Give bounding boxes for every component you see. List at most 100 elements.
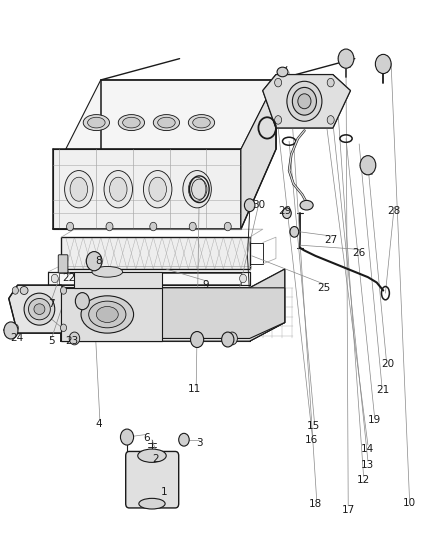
Ellipse shape (153, 115, 180, 131)
Polygon shape (61, 237, 250, 269)
Circle shape (60, 324, 67, 332)
Circle shape (4, 322, 18, 339)
Ellipse shape (92, 266, 123, 277)
Text: 26: 26 (353, 248, 366, 258)
Text: 1: 1 (161, 488, 168, 497)
Circle shape (67, 222, 74, 231)
Ellipse shape (88, 117, 105, 128)
Circle shape (240, 274, 247, 282)
Circle shape (290, 227, 299, 237)
Polygon shape (241, 80, 276, 229)
Text: 17: 17 (342, 505, 355, 514)
Circle shape (179, 433, 189, 446)
Text: 20: 20 (381, 359, 394, 368)
Circle shape (12, 324, 18, 332)
FancyBboxPatch shape (58, 255, 68, 273)
Ellipse shape (149, 177, 166, 201)
Ellipse shape (183, 171, 212, 208)
Polygon shape (162, 288, 285, 338)
Text: 3: 3 (196, 439, 203, 448)
Text: 24: 24 (10, 334, 23, 343)
Ellipse shape (193, 117, 210, 128)
Text: 19: 19 (368, 415, 381, 425)
Polygon shape (61, 288, 162, 341)
Polygon shape (61, 288, 250, 341)
Circle shape (227, 332, 237, 345)
Ellipse shape (20, 286, 28, 294)
Text: 23: 23 (66, 336, 79, 346)
Text: 16: 16 (304, 435, 318, 445)
Text: 21: 21 (377, 385, 390, 395)
Polygon shape (48, 272, 250, 285)
Ellipse shape (118, 115, 145, 131)
Text: 10: 10 (403, 498, 416, 508)
Text: 6: 6 (143, 433, 150, 443)
Circle shape (51, 274, 58, 282)
Text: 29: 29 (278, 206, 291, 215)
Text: 5: 5 (48, 336, 55, 346)
Circle shape (106, 222, 113, 231)
Circle shape (338, 49, 354, 68)
Circle shape (360, 156, 376, 175)
Ellipse shape (70, 177, 88, 201)
Ellipse shape (158, 117, 175, 128)
Ellipse shape (88, 301, 126, 328)
Text: 28: 28 (388, 206, 401, 215)
Text: 2: 2 (152, 455, 159, 464)
Circle shape (75, 293, 89, 310)
Ellipse shape (139, 498, 165, 509)
Polygon shape (9, 285, 70, 333)
Text: 27: 27 (324, 235, 337, 245)
Text: 8: 8 (95, 256, 102, 266)
Circle shape (327, 78, 334, 87)
Polygon shape (53, 149, 241, 229)
Text: 18: 18 (309, 499, 322, 508)
Circle shape (275, 78, 282, 87)
Ellipse shape (298, 94, 311, 109)
Ellipse shape (34, 304, 45, 314)
Text: 13: 13 (361, 460, 374, 470)
Polygon shape (263, 75, 350, 128)
Circle shape (69, 332, 80, 345)
Ellipse shape (96, 306, 118, 322)
Circle shape (244, 199, 255, 212)
Ellipse shape (110, 177, 127, 201)
Ellipse shape (24, 293, 55, 325)
Text: 25: 25 (318, 283, 331, 293)
Ellipse shape (104, 171, 132, 208)
Text: 15: 15 (307, 422, 320, 431)
Ellipse shape (277, 67, 288, 77)
Ellipse shape (287, 81, 322, 122)
Circle shape (189, 222, 196, 231)
Polygon shape (74, 272, 162, 288)
Ellipse shape (81, 296, 134, 333)
Circle shape (150, 222, 157, 231)
Circle shape (275, 116, 282, 124)
Ellipse shape (188, 115, 215, 131)
Ellipse shape (292, 87, 316, 115)
Ellipse shape (28, 298, 50, 320)
Ellipse shape (65, 171, 93, 208)
Circle shape (120, 429, 134, 445)
Ellipse shape (138, 449, 166, 462)
Circle shape (222, 332, 234, 347)
Circle shape (327, 116, 334, 124)
Circle shape (283, 208, 291, 219)
Text: 11: 11 (188, 384, 201, 394)
Text: 14: 14 (361, 444, 374, 454)
Ellipse shape (300, 200, 313, 210)
Circle shape (12, 287, 18, 294)
Polygon shape (66, 80, 276, 149)
Circle shape (191, 332, 204, 348)
Text: 9: 9 (202, 280, 209, 290)
Polygon shape (250, 269, 285, 341)
Text: 22: 22 (63, 273, 76, 283)
FancyBboxPatch shape (126, 451, 179, 508)
Circle shape (86, 252, 102, 271)
Circle shape (224, 222, 231, 231)
Ellipse shape (123, 117, 140, 128)
Circle shape (60, 287, 67, 294)
Ellipse shape (188, 177, 206, 201)
Text: 4: 4 (95, 419, 102, 429)
Text: 30: 30 (252, 200, 265, 210)
